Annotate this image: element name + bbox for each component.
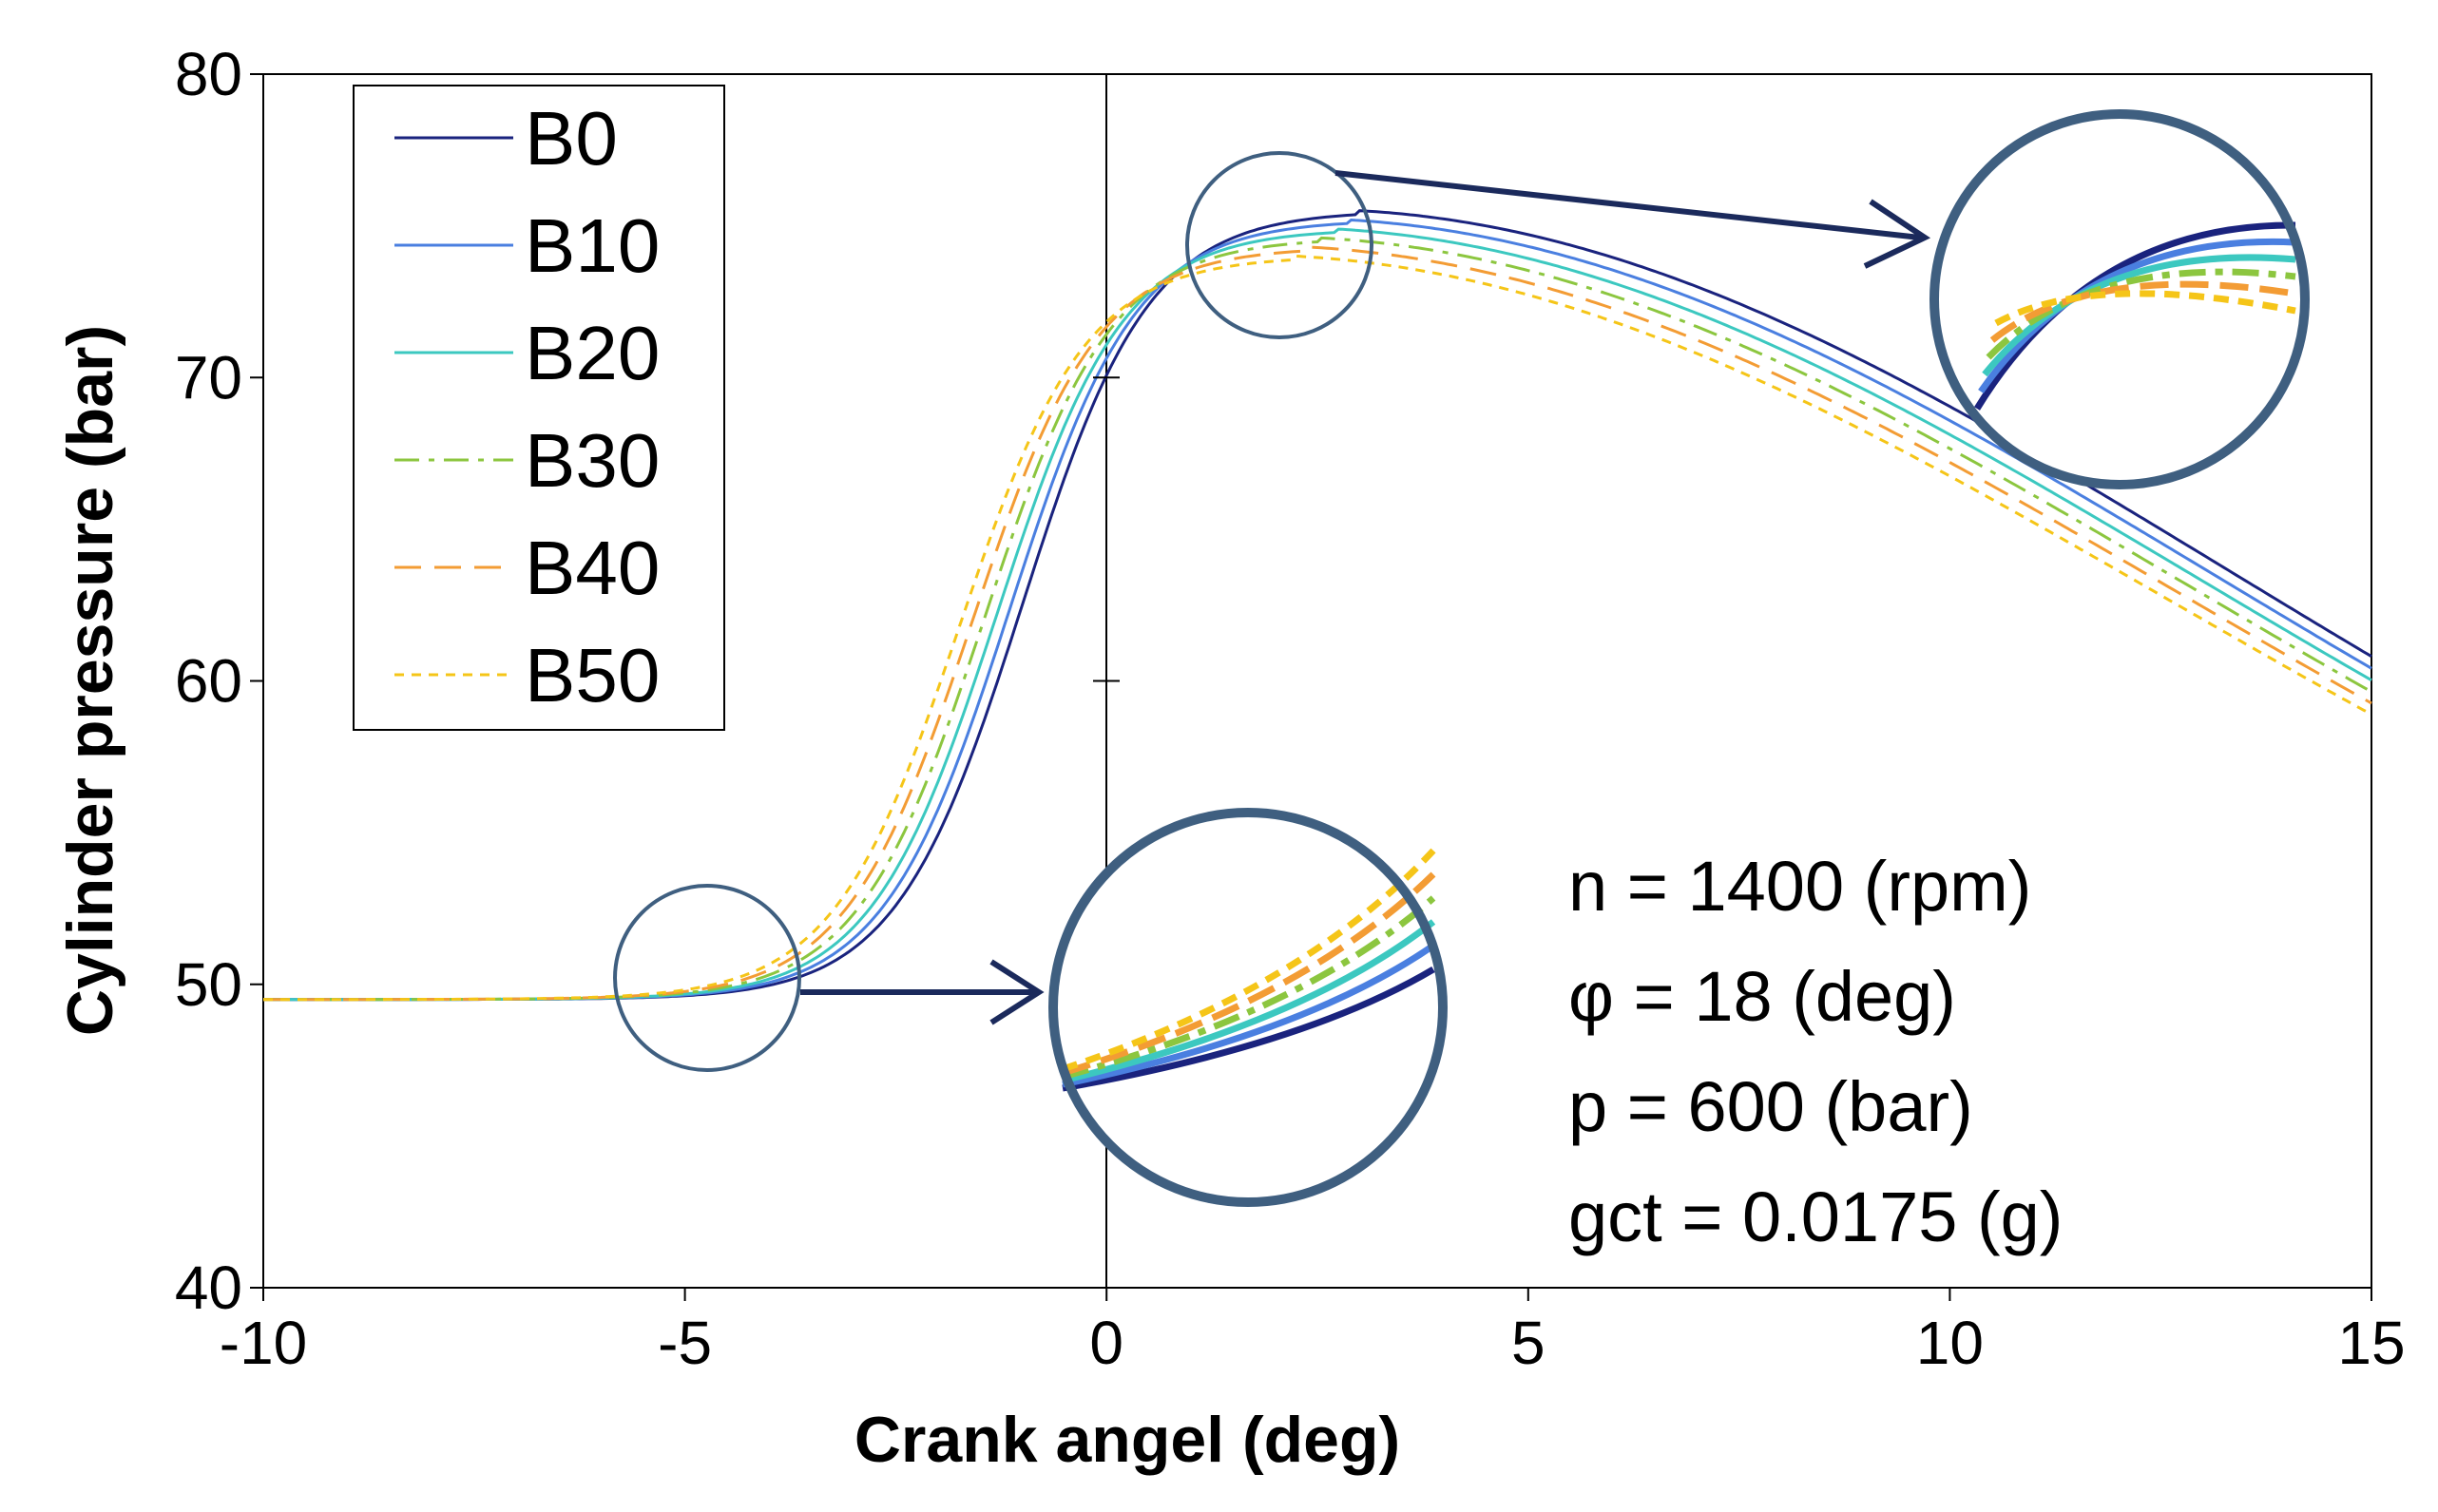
x-tick-label: 5	[1511, 1309, 1545, 1377]
condition-line: p = 600 (bar)	[1568, 1067, 1973, 1146]
x-tick-label: 0	[1089, 1309, 1123, 1377]
zoom-inset-peak-curve-b20	[1982, 254, 2296, 377]
operating-conditions: n = 1400 (rpm) φ = 18 (deg) p = 600 (bar) g…	[1568, 847, 2063, 1256]
x-tick-label: 10	[1916, 1309, 1984, 1377]
zoom-arrow-peak	[1334, 170, 1921, 240]
x-axis-title: Crank angel (deg)	[854, 1404, 1400, 1476]
zoom-source-circle-ignition	[613, 884, 801, 1072]
x-tick-label: -5	[658, 1309, 712, 1377]
legend-label-b50: B50	[525, 633, 660, 718]
zoom-inset-ignition-curve-b40	[1061, 871, 1436, 1077]
zoom-inset-ignition-curve-b10	[1062, 943, 1435, 1088]
y-tick-label: 80	[175, 40, 242, 108]
legend-label-b30: B30	[525, 418, 660, 503]
zoom-inset-peak	[1929, 109, 2310, 489]
zoom-inset-ignition-curve-b20	[1062, 919, 1436, 1084]
zoom-inset-ignition	[1048, 808, 1448, 1207]
condition-line: gct = 0.0175 (g)	[1568, 1177, 2063, 1256]
x-tick-label: -10	[220, 1309, 308, 1377]
legend: B0 B10 B20 B30 B40 B50	[353, 85, 725, 731]
y-tick-label: 50	[175, 950, 242, 1019]
tick-layer: -10 -5 0 5 10 15 40 50 60 70 80	[175, 40, 2406, 1377]
zoom-inset-peak-curve-b30	[1986, 268, 2296, 360]
series-line-b50	[263, 254, 2372, 1002]
y-tick-label: 40	[175, 1254, 242, 1322]
y-tick-label: 60	[175, 647, 242, 716]
legend-label-b20: B20	[525, 311, 660, 395]
series-line-b40	[263, 245, 2372, 1002]
zoom-inset-peak-ring	[1929, 109, 2310, 489]
legend-label-b10: B10	[525, 203, 660, 288]
zoom-inset-peak-curve-b40	[1989, 280, 2296, 343]
zoom-inset-ignition-curve-b0	[1062, 966, 1435, 1092]
condition-line: φ = 18 (deg)	[1568, 957, 1956, 1036]
zoom-arrow-peak-head	[1863, 199, 1931, 269]
zoom-inset-ignition-curve-b30	[1062, 895, 1436, 1081]
zoom-inset-peak-background	[1934, 114, 2305, 485]
y-tick-label: 70	[175, 343, 242, 411]
x-tick-label: 15	[2337, 1309, 2405, 1377]
condition-line: n = 1400 (rpm)	[1568, 847, 2031, 926]
zoom-arrow-ignition-head	[989, 959, 1045, 1025]
y-axis-title: Cylinder pressure (bar)	[54, 325, 126, 1036]
zoom-source-circle-peak	[1185, 151, 1373, 339]
legend-box	[353, 85, 725, 731]
zoom-inset-ignition-ring	[1048, 808, 1448, 1207]
zoom-layer	[613, 109, 2310, 1207]
legend-label-b0: B0	[525, 96, 618, 181]
legend-label-b40: B40	[525, 526, 660, 610]
zoom-inset-peak-curve-b0	[1974, 221, 2296, 411]
zoom-inset-ignition-background	[1053, 813, 1443, 1202]
zoom-inset-peak-curve-b10	[1978, 238, 2296, 393]
zoom-inset-peak-curve-b50	[1994, 290, 2296, 327]
